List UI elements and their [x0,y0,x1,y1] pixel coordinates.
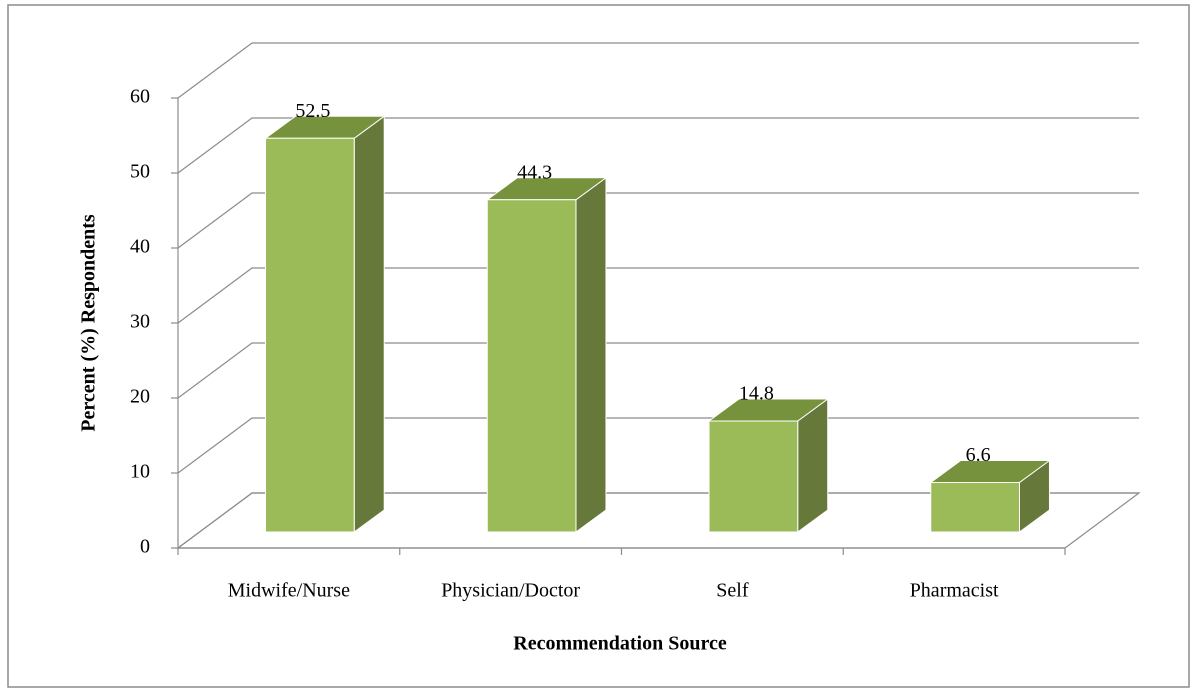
x-tick-label: Self [716,580,749,602]
y-tick-label: 20 [130,386,150,408]
bar-side [353,115,385,533]
grid-line [177,342,1139,399]
bar-front [265,137,355,533]
grid-line [177,417,1139,474]
bar [707,398,830,533]
x-tick-label: Physician/Doctor [441,580,580,602]
y-tick-label: 40 [130,236,150,258]
bar-side [797,398,829,533]
y-tick-label: 30 [130,311,150,333]
grid-line [177,492,1139,549]
x-axis-title: Recommendation Source [513,633,727,655]
value-label: 52.5 [295,100,330,122]
y-tick-label: 50 [130,161,150,183]
y-axis-title: Percent (%) Respondents [78,214,100,432]
value-label: 14.8 [739,383,774,405]
y-tick-label: 60 [130,86,150,108]
x-tick-label: Pharmacist [910,580,999,602]
bar-side [575,176,607,533]
grid-line [177,117,1139,174]
x-tick-label: Midwife/Nurse [228,580,350,602]
value-label: 44.3 [517,161,552,183]
bar-front [486,199,577,533]
y-tick-label: 0 [140,536,150,558]
value-label: 6.6 [966,444,991,466]
grid-line [177,267,1139,324]
y-tick-label: 10 [130,461,150,483]
bar [929,459,1052,533]
bar [263,115,386,533]
grid-line [177,192,1139,249]
grid-line [177,42,1139,99]
bar-front [708,420,799,533]
bar-front [930,482,1020,533]
bar [485,176,608,533]
